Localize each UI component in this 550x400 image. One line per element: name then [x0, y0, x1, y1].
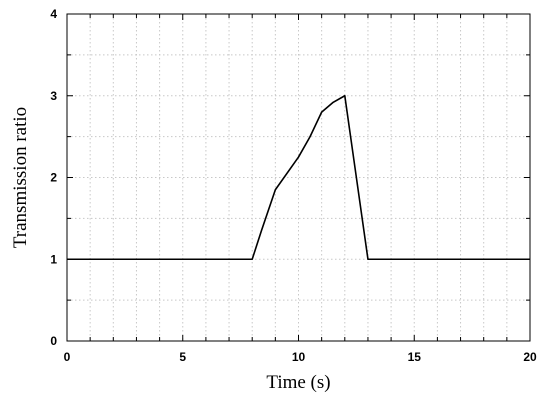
y-tick-label: 3 — [50, 89, 57, 103]
y-tick-label: 2 — [50, 171, 57, 185]
x-tick-label: 5 — [179, 350, 186, 364]
y-tick-label: 4 — [50, 7, 57, 21]
y-axis-title: Transmission ratio — [10, 107, 31, 248]
x-tick-label: 15 — [408, 350, 422, 364]
series-line — [67, 94, 530, 261]
series-layer — [67, 94, 530, 261]
y-axis: 0 1 2 3 4 — [50, 7, 530, 348]
y-tick-label: 1 — [50, 252, 57, 266]
y-tick-label: 0 — [50, 334, 57, 348]
grid — [67, 14, 530, 341]
x-tick-label: 0 — [64, 350, 71, 364]
x-tick-label: 10 — [292, 350, 306, 364]
x-axis-title: Time (s) — [266, 372, 330, 393]
x-axis: 0 5 10 15 20 — [64, 14, 537, 364]
x-tick-label: 20 — [523, 350, 537, 364]
